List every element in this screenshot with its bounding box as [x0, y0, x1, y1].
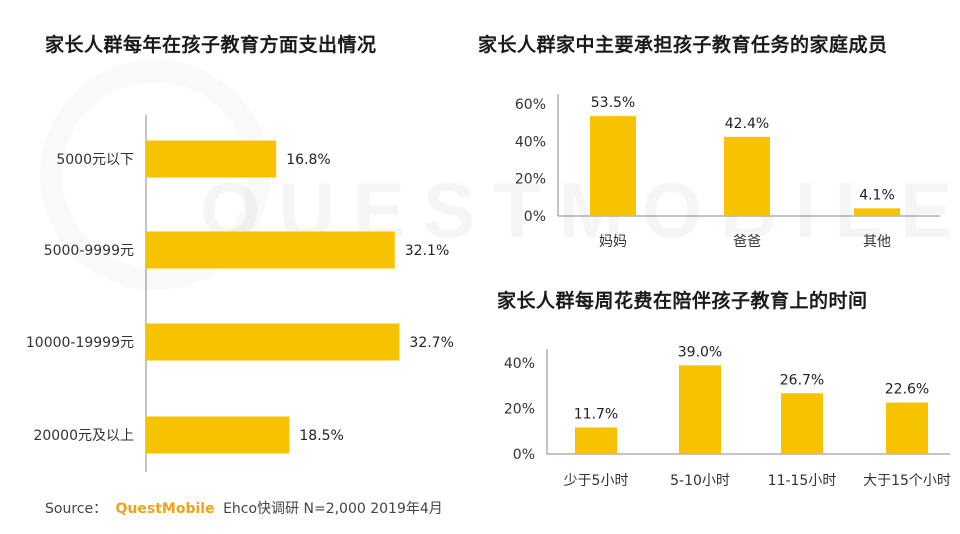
chart1-bar — [146, 231, 395, 269]
chart3-bar — [679, 365, 721, 454]
chart3-category-label: 大于15个小时 — [863, 473, 951, 489]
chart2-y-tick: 60% — [515, 97, 546, 113]
chart3-y-tick: 0% — [513, 447, 535, 463]
chart3-category-label: 5-10小时 — [670, 473, 730, 489]
chart1-category-label: 20000元及以上 — [33, 428, 134, 444]
chart3-y-tick: 40% — [504, 356, 535, 372]
chart2-y-tick: 40% — [515, 134, 546, 150]
chart3-bar — [575, 427, 617, 454]
chart2-data-label: 53.5% — [591, 95, 635, 111]
chart1-bar — [146, 416, 290, 454]
chart3-category-label: 11-15小时 — [768, 473, 837, 489]
chart2-y-tick: 20% — [515, 172, 546, 188]
chart2-data-label: 42.4% — [725, 116, 769, 132]
chart1-title: 家长人群每年在孩子教育方面支出情况 — [45, 34, 377, 56]
chart1-category-label: 10000-19999元 — [26, 335, 134, 351]
chart3-bar — [886, 402, 928, 454]
chart3-data-label: 39.0% — [678, 344, 722, 360]
source-label: Source： — [45, 501, 108, 517]
brand-logo: QuestMobile — [115, 501, 215, 517]
chart2-category-label: 爸爸 — [733, 234, 761, 250]
chart2-bar — [854, 208, 900, 216]
chart2-category-label: 其他 — [863, 234, 891, 250]
chart1-data-label: 32.7% — [409, 335, 453, 351]
chart3-category-label: 少于5小时 — [564, 473, 629, 489]
chart3-bar — [781, 393, 823, 454]
chart2-bar — [590, 116, 636, 216]
chart2-y-tick: 0% — [524, 209, 546, 225]
chart1-bar — [146, 323, 400, 361]
chart1-data-label: 32.1% — [405, 243, 449, 259]
chart2-category-label: 妈妈 — [599, 234, 627, 250]
chart3-data-label: 22.6% — [885, 382, 929, 398]
chart1-data-label: 18.5% — [299, 428, 343, 444]
chart1-data-label: 16.8% — [286, 152, 330, 168]
chart1-category-label: 5000元以下 — [56, 152, 134, 168]
chart1-bar — [146, 140, 277, 178]
chart2-data-label: 4.1% — [859, 187, 895, 203]
chart3-data-label: 11.7% — [574, 406, 618, 422]
source-text: Ehco快调研 N=2,000 2019年4月 — [223, 501, 443, 517]
chart2-title: 家长人群家中主要承担孩子教育任务的家庭成员 — [478, 34, 888, 56]
chart1-category-label: 5000-9999元 — [44, 243, 134, 259]
chart3-title: 家长人群每周花费在陪伴孩子教育上的时间 — [497, 290, 868, 312]
chart3-data-label: 26.7% — [780, 372, 824, 388]
chart2-bar — [724, 136, 770, 216]
source-line: Source： QuestMobile Ehco快调研 N=2,000 2019… — [45, 498, 443, 518]
chart3-y-tick: 20% — [504, 402, 535, 418]
